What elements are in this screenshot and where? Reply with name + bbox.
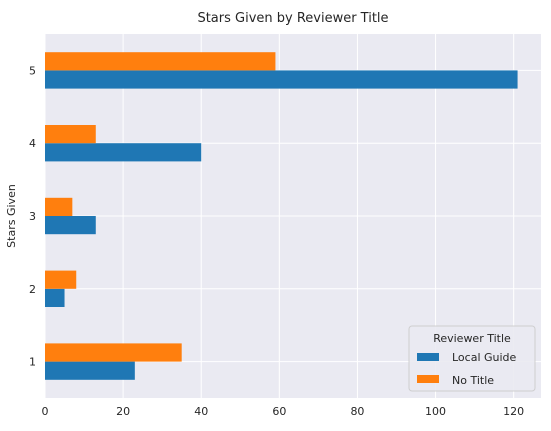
bar-no-title — [45, 343, 182, 362]
bar-no-title — [45, 125, 96, 144]
legend-label-local-guide: Local Guide — [452, 351, 517, 364]
y-axis-title: Stars Given — [5, 184, 18, 248]
bar-no-title — [45, 270, 77, 289]
y-tick-label: 3 — [29, 210, 36, 223]
chart-title: Stars Given by Reviewer Title — [197, 11, 388, 26]
bars — [45, 52, 518, 380]
bar-local-guide — [45, 143, 202, 162]
y-tick-label: 4 — [29, 137, 36, 150]
bar-no-title — [45, 197, 73, 216]
bar-local-guide — [45, 288, 65, 307]
bar-local-guide — [45, 361, 135, 380]
bar-local-guide — [45, 70, 518, 89]
y-tick-label: 5 — [29, 64, 36, 77]
bar-local-guide — [45, 216, 96, 235]
legend-title: Reviewer Title — [433, 332, 511, 345]
x-tick-label: 100 — [425, 405, 446, 418]
x-tick-label: 20 — [116, 405, 130, 418]
legend-label-no-title: No Title — [452, 374, 494, 387]
x-tick-label: 80 — [350, 405, 364, 418]
x-tick-label: 0 — [42, 405, 49, 418]
y-axis-ticks: 1 2 3 4 5 — [29, 64, 36, 368]
legend-box — [408, 325, 536, 392]
y-tick-label: 2 — [29, 283, 36, 296]
x-axis-ticks: 0 20 40 60 80 100 120 — [42, 405, 525, 418]
legend: Reviewer Title Local Guide No Title — [408, 325, 536, 392]
legend-swatch-no-title — [417, 375, 439, 383]
x-tick-label: 120 — [503, 405, 524, 418]
y-tick-label: 1 — [29, 356, 36, 369]
x-tick-label: 40 — [194, 405, 208, 418]
legend-swatch-local-guide — [417, 353, 439, 361]
bar-no-title — [45, 52, 276, 71]
x-tick-label: 60 — [272, 405, 286, 418]
